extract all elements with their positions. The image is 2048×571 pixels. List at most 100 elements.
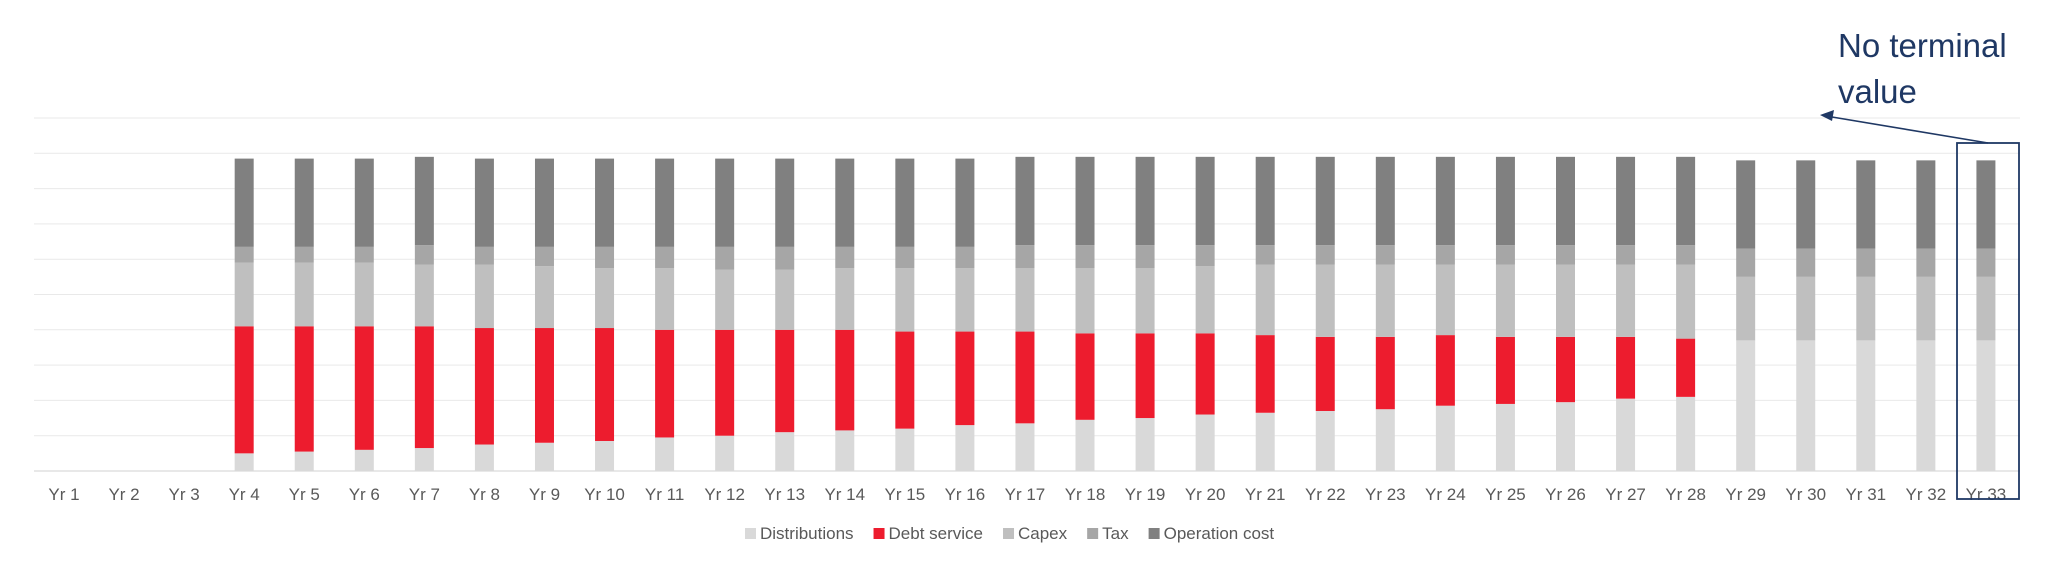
bar-segment: [1556, 156, 1575, 246]
bar-segment: [1135, 245, 1155, 269]
bar-segment: [715, 435, 735, 471]
x-tick-label: Yr 32: [1906, 485, 1947, 504]
bar-segment: [1616, 336, 1636, 399]
x-tick-label: Yr 10: [584, 485, 625, 504]
bar-segment: [955, 268, 975, 332]
bar-segment: [1195, 156, 1215, 246]
bar-segment: [1375, 245, 1395, 265]
bar-segment: [1075, 333, 1095, 420]
bar-segment: [1856, 248, 1876, 277]
bar-segment: [955, 158, 975, 247]
bar-segment: [775, 246, 795, 270]
bar-segment: [1856, 276, 1876, 341]
bar-segment: [835, 329, 855, 431]
bar-segment: [655, 329, 675, 438]
bar-segment: [1255, 335, 1275, 413]
x-tick-label: Yr 12: [704, 485, 745, 504]
legend-swatch: [1148, 528, 1160, 539]
bar-segment: [1796, 160, 1816, 249]
x-tick-label: Yr 5: [289, 485, 320, 504]
bar-segment: [1495, 403, 1515, 471]
bars: [234, 156, 1996, 472]
x-tick-label: Yr 19: [1125, 485, 1166, 504]
bar-segment: [1495, 156, 1515, 246]
bar-segment: [234, 262, 254, 327]
bar-segment: [1195, 266, 1215, 334]
bar-segment: [1796, 248, 1816, 277]
bar-segment: [715, 269, 735, 330]
legend-label: Tax: [1102, 524, 1129, 543]
bar-segment: [835, 268, 855, 330]
bar-segment: [534, 246, 554, 267]
bar-segment: [1315, 156, 1335, 246]
bar-segment: [1976, 160, 1996, 249]
bar-segment: [655, 158, 675, 247]
bar-segment: [835, 246, 855, 269]
bar-segment: [1015, 268, 1035, 332]
bar-segment: [1135, 333, 1155, 419]
bar-segment: [595, 158, 615, 247]
bar-segment: [1075, 156, 1095, 246]
x-tick-label: Yr 23: [1365, 485, 1406, 504]
bar-segment: [1676, 245, 1696, 265]
bar-segment: [1616, 245, 1636, 265]
bar-segment: [1255, 412, 1275, 471]
legend-label: Capex: [1018, 524, 1068, 543]
bar-segment: [1375, 264, 1395, 337]
legend-swatch: [745, 528, 756, 539]
x-tick-label: Yr 3: [169, 485, 200, 504]
bar-segment: [1015, 156, 1035, 246]
x-tick-label: Yr 27: [1605, 485, 1646, 504]
legend-label: Operation cost: [1164, 524, 1275, 543]
legend-swatch: [873, 528, 885, 539]
bar-segment: [1676, 396, 1696, 471]
x-tick-label: Yr 26: [1545, 485, 1586, 504]
bar-segment: [474, 328, 494, 445]
bar-segment: [474, 444, 494, 471]
bar-segment: [534, 158, 554, 247]
bar-segment: [1195, 333, 1215, 415]
bar-segment: [354, 158, 374, 247]
bar-segment: [294, 451, 314, 471]
bar-segment: [294, 326, 314, 452]
bar-segment: [1495, 264, 1515, 337]
x-tick-label: Yr 13: [764, 485, 805, 504]
bar-segment: [1556, 402, 1575, 471]
bar-segment: [895, 268, 915, 332]
bar-segment: [234, 246, 254, 263]
bar-segment: [595, 328, 615, 441]
bar-segment: [1736, 248, 1756, 277]
bar-segment: [1616, 398, 1636, 471]
bar-segment: [835, 430, 855, 471]
bar-segment: [655, 268, 675, 330]
bar-segment: [1015, 331, 1035, 424]
annotation-arrow: [1825, 115, 1989, 144]
bar-segment: [1916, 248, 1936, 277]
bar-segment: [234, 453, 254, 471]
bar-segment: [1556, 245, 1575, 265]
bar-segment: [354, 449, 374, 471]
bar-segment: [1435, 156, 1455, 246]
x-tick-label: Yr 31: [1845, 485, 1886, 504]
bar-segment: [234, 158, 254, 247]
bar-segment: [414, 264, 434, 327]
x-tick-label: Yr 2: [108, 485, 139, 504]
x-tick-label: Yr 9: [529, 485, 560, 504]
bar-segment: [595, 268, 615, 329]
bar-segment: [1976, 340, 1996, 471]
x-tick-label: Yr 7: [409, 485, 440, 504]
x-tick-label: Yr 4: [229, 485, 260, 504]
bar-segment: [1495, 245, 1515, 265]
bar-segment: [1255, 264, 1275, 336]
bar-segment: [1495, 336, 1515, 404]
bar-segment: [595, 246, 615, 269]
x-tick-label: Yr 8: [469, 485, 500, 504]
bar-segment: [775, 269, 795, 330]
bar-segment: [474, 264, 494, 329]
bar-segment: [955, 425, 975, 471]
bar-segment: [234, 326, 254, 454]
x-tick-label: Yr 16: [945, 485, 986, 504]
x-tick-label: Yr 20: [1185, 485, 1226, 504]
bar-segment: [1255, 245, 1275, 265]
